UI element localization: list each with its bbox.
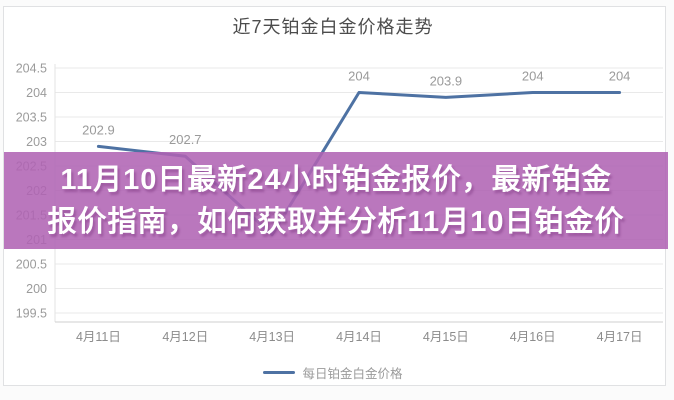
svg-text:202.9: 202.9 bbox=[82, 122, 115, 137]
svg-text:199.5: 199.5 bbox=[16, 307, 47, 321]
svg-text:4月15日: 4月15日 bbox=[423, 330, 469, 344]
chart-title: 近7天铂金白金价格走势 bbox=[232, 17, 434, 37]
svg-text:204: 204 bbox=[609, 69, 631, 84]
svg-text:4月17日: 4月17日 bbox=[597, 330, 643, 344]
headline-line-1: 11月10日最新24小时铂金报价，最新铂金 bbox=[60, 163, 612, 196]
svg-text:4月13日: 4月13日 bbox=[249, 330, 295, 344]
svg-text:4月14日: 4月14日 bbox=[336, 330, 382, 344]
svg-text:203: 203 bbox=[26, 135, 47, 149]
svg-text:4月11日: 4月11日 bbox=[76, 330, 121, 344]
svg-text:202.7: 202.7 bbox=[169, 132, 202, 147]
svg-text:204.5: 204.5 bbox=[16, 62, 47, 76]
legend-line-swatch bbox=[263, 371, 296, 374]
legend-label: 每日铂金白金价格 bbox=[302, 367, 403, 381]
svg-text:4月16日: 4月16日 bbox=[510, 330, 556, 344]
headline-line-2: 报价指南，如何获取并分析11月10日铂金价 bbox=[47, 205, 625, 238]
svg-text:200.5: 200.5 bbox=[16, 258, 47, 272]
svg-text:204: 204 bbox=[26, 86, 47, 100]
svg-text:203.9: 203.9 bbox=[430, 73, 463, 88]
svg-text:204: 204 bbox=[348, 69, 370, 84]
svg-text:200: 200 bbox=[26, 282, 47, 296]
svg-text:204: 204 bbox=[522, 69, 544, 84]
svg-text:4月12日: 4月12日 bbox=[162, 330, 208, 344]
headline-overlay-banner: 11月10日最新24小时铂金报价，最新铂金 报价指南，如何获取并分析11月10日… bbox=[4, 152, 668, 249]
chart-legend[interactable]: 每日铂金白金价格 bbox=[0, 363, 666, 382]
svg-text:203.5: 203.5 bbox=[16, 111, 47, 125]
